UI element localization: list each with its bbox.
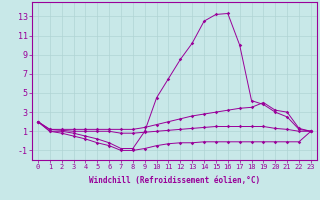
X-axis label: Windchill (Refroidissement éolien,°C): Windchill (Refroidissement éolien,°C): [89, 176, 260, 185]
